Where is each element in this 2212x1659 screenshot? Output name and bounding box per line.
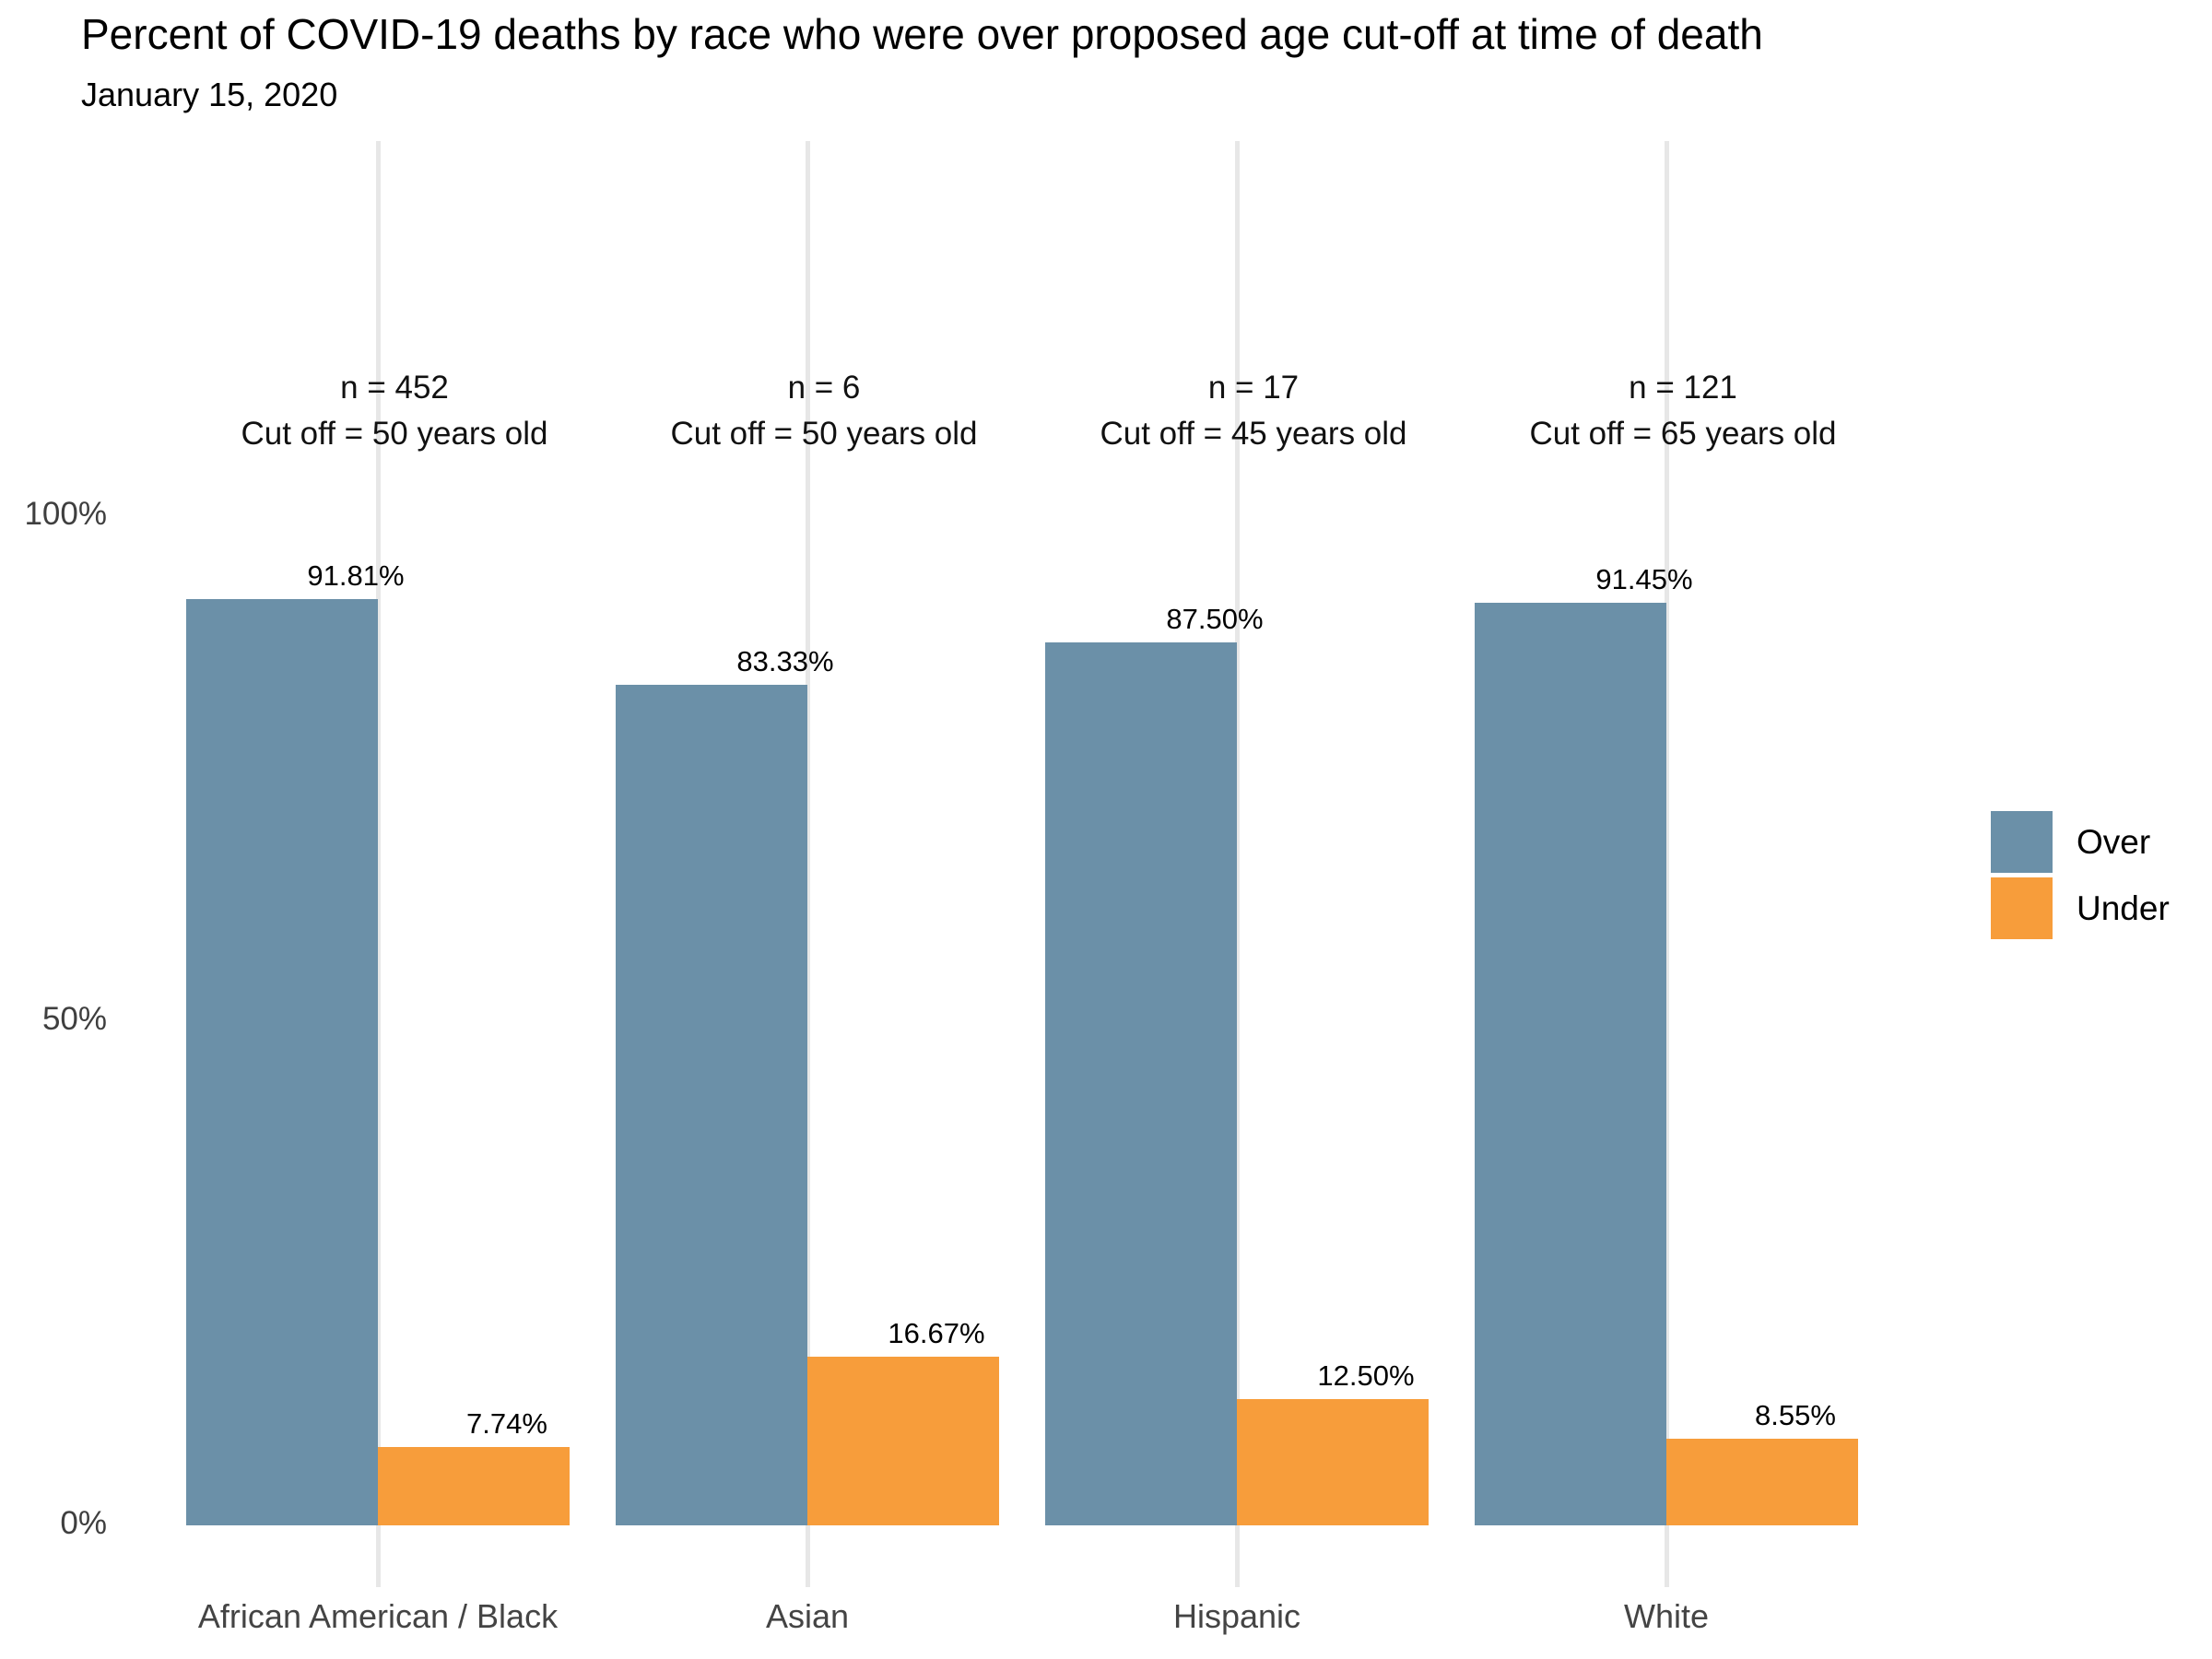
group-annotation: n = 452 Cut off = 50 years old [118,365,671,457]
bar-value-label: 16.67% [888,1317,985,1350]
gridline [1664,141,1669,1587]
legend-swatch-under [1991,877,2053,939]
bar-value-label: 91.81% [307,559,405,592]
legend-label: Over [2077,822,2151,861]
bar-over [616,684,807,1525]
bar-under [378,1447,570,1525]
bar-under [807,1357,999,1525]
bar-value-label: 12.50% [1317,1359,1415,1393]
y-tick-label: 0% [60,1505,107,1541]
legend-row-over: Over [1991,811,2150,873]
bar-over [1475,602,1666,1525]
annotation-cutoff: Cut off = 50 years old [241,416,548,452]
x-tick-label: Hispanic [1172,1597,1301,1635]
gridline [1234,141,1240,1587]
annotation-n: n = 6 [787,370,861,406]
y-tick-label: 100% [24,496,107,532]
group-annotation: n = 17 Cut off = 45 years old [977,365,1530,457]
x-tick-label: Asian [765,1597,850,1635]
bar-over [1045,641,1237,1525]
group-annotation: n = 121 Cut off = 65 years old [1406,365,1959,457]
legend-row-under: Under [1991,877,2170,939]
gridline [805,141,810,1587]
y-tick-label: 50% [41,1000,107,1037]
bar-value-label: 83.33% [736,644,834,677]
annotation-cutoff: Cut off = 65 years old [1529,416,1837,452]
bar-value-label: 91.45% [1595,562,1693,595]
bar-under [1237,1399,1429,1525]
chart-title: Percent of COVID-19 deaths by race who w… [81,10,1763,58]
legend-label: Under [2077,888,2170,927]
x-tick-label: African American / Black [197,1597,559,1635]
bar-under [1666,1439,1858,1525]
annotation-n: n = 452 [340,370,449,406]
annotation-n: n = 121 [1629,370,1737,406]
bar-over [186,598,378,1525]
bar-value-label: 7.74% [466,1407,547,1441]
gridline [375,141,381,1587]
group-annotation: n = 6 Cut off = 50 years old [547,365,1100,457]
bar-value-label: 87.50% [1166,602,1264,635]
chart-subtitle: January 15, 2020 [81,76,338,113]
annotation-n: n = 17 [1207,370,1300,406]
annotation-cutoff: Cut off = 50 years old [670,416,978,452]
x-tick-label: White [1623,1597,1710,1635]
legend: Over Under [1991,811,2212,995]
legend-swatch-over [1991,811,2053,873]
bar-value-label: 8.55% [1755,1399,1836,1432]
annotation-cutoff: Cut off = 45 years old [1100,416,1407,452]
